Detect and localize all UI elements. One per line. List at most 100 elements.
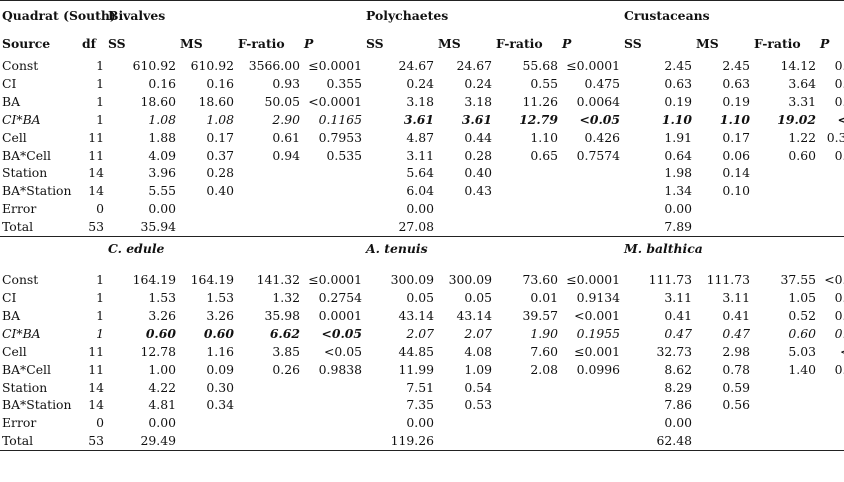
ss-cell: 8.62 (664, 361, 693, 377)
table-row: Total 53 29.49 119.26 62.48 (0, 432, 844, 452)
df-cell: 53 (80, 218, 106, 238)
ss-cell: 3.61 (403, 111, 434, 127)
ms-cell: 0.17 (206, 129, 234, 145)
f-ratio-cell: 12.79 (519, 111, 558, 127)
col-header-ms: MS (180, 36, 203, 51)
p-value-cell: 0.4567 (834, 325, 844, 341)
ss-cell: 4.87 (406, 129, 434, 145)
ss-cell: 119.26 (364, 432, 436, 452)
ss-cell: 7.86 (664, 397, 693, 413)
df-cell: 11 (88, 361, 104, 377)
source-cell: Error (2, 415, 37, 431)
table-row: Error 0 0.00 0.00 0.00 (0, 414, 844, 432)
p-value-cell (560, 182, 622, 200)
df-cell: 0 (96, 415, 104, 431)
f-ratio-cell: 14.12 (780, 58, 817, 73)
p-value-cell: 0.475 (584, 75, 621, 91)
col-header-f: F-ratio (238, 36, 285, 51)
top-data-rows: Const 1 610.92 610.92 3566.00 ≤0.0001 24.67 24.… (0, 57, 844, 238)
p-value-cell: <0.0001 (308, 93, 362, 109)
ss-cell: 164.19 (132, 272, 176, 288)
ss-cell: 11.99 (398, 361, 434, 377)
df-cell: 11 (88, 129, 104, 145)
p-value-cell: ≤0.001 (574, 343, 621, 359)
ss-cell: 0.60 (145, 325, 176, 341)
spacer-row (0, 261, 844, 271)
col-header-p: P (562, 36, 572, 51)
f-ratio-cell: 0.55 (530, 75, 558, 91)
ms-cell: 0.47 (722, 325, 751, 341)
df-cell: 1 (96, 58, 104, 73)
ss-cell: 0.19 (664, 93, 693, 109)
ms-cell (694, 218, 753, 238)
ms-cell (436, 218, 494, 238)
f-ratio-cell (494, 414, 560, 432)
ms-cell: 0.17 (722, 129, 751, 145)
col-header-f: F-ratio (496, 36, 543, 51)
ss-cell: 2.07 (406, 325, 434, 341)
f-ratio-cell (752, 432, 819, 452)
ms-cell: 0.28 (206, 165, 234, 181)
ms-cell: 0.53 (464, 397, 492, 413)
f-ratio-cell (236, 218, 302, 238)
f-ratio-cell: 3.31 (788, 93, 817, 109)
ss-cell: 44.85 (398, 343, 434, 359)
df-cell: 1 (96, 289, 104, 305)
source-cell: Total (0, 218, 80, 238)
f-ratio-cell: 0.26 (272, 361, 300, 377)
table-row: Error 0 0.00 0.00 0.00 (0, 200, 844, 218)
group-title-bivalves: Bivalves (106, 0, 364, 31)
p-value-cell: 0.1955 (576, 325, 621, 341)
ss-cell: 6.04 (406, 183, 434, 199)
f-ratio-cell (494, 218, 560, 238)
ms-cell: 1.09 (464, 361, 492, 377)
ss-cell: 43.14 (398, 307, 434, 323)
ss-cell: 610.92 (132, 58, 176, 73)
col-header-p: P (304, 36, 314, 51)
source-cell: Cell (2, 129, 27, 145)
source-cell: CI*BA (2, 111, 41, 127)
ms-cell: 164.19 (190, 272, 234, 288)
f-ratio-cell: 55.68 (522, 58, 558, 73)
ms-cell (436, 200, 494, 218)
f-ratio-cell: 0.60 (788, 325, 817, 341)
f-ratio-cell (752, 414, 818, 432)
table-row: BA*Cell 11 1.00 0.09 0.26 0.9838 11.99 1.09 2.08… (0, 361, 844, 379)
ms-cell: 0.40 (206, 183, 234, 199)
p-value-cell: 0.4859 (834, 307, 844, 323)
p-value-cell: ≤0.0001 (308, 58, 362, 73)
p-value-cell (818, 182, 844, 200)
ms-cell: 2.45 (722, 58, 751, 73)
f-ratio-cell: 3.64 (788, 75, 817, 91)
f-ratio-cell (494, 164, 560, 182)
p-value-cell: 0.535 (326, 147, 362, 163)
ss-cell: 8.29 (664, 379, 693, 395)
p-value-cell (560, 396, 622, 414)
col-header-ss: SS (366, 36, 384, 51)
ms-cell (436, 414, 494, 432)
p-value-cell: 0.0828 (834, 75, 844, 91)
f-ratio-cell: 11.26 (522, 93, 558, 109)
p-value-cell: <0.001 (574, 307, 621, 323)
p-value-cell: 0.3286 (834, 289, 844, 305)
ms-cell (178, 432, 236, 452)
ss-cell: 7.51 (406, 379, 434, 395)
source-cell: BA*Station (2, 397, 72, 413)
col-header-p: P (820, 36, 830, 51)
p-value-cell: 0.7953 (318, 129, 362, 145)
ms-cell: 0.16 (206, 75, 234, 91)
df-cell: 1 (96, 307, 104, 323)
group-title-a-tenuis: A. tenuis (364, 236, 623, 262)
df-cell: 11 (88, 343, 104, 359)
f-ratio-cell: 3.85 (272, 343, 300, 359)
ss-cell: 3.96 (148, 165, 176, 181)
ss-cell: 5.55 (148, 183, 176, 199)
f-ratio-cell (752, 218, 819, 238)
df-cell: 1 (96, 93, 104, 109)
source-cell: CI (2, 75, 17, 91)
p-value-cell: 0.426 (584, 129, 621, 145)
ms-cell: 111.73 (706, 272, 751, 288)
bottom-section: C. edule A. tenuis M. balthica (0, 236, 844, 272)
ss-cell: 24.67 (398, 58, 434, 73)
